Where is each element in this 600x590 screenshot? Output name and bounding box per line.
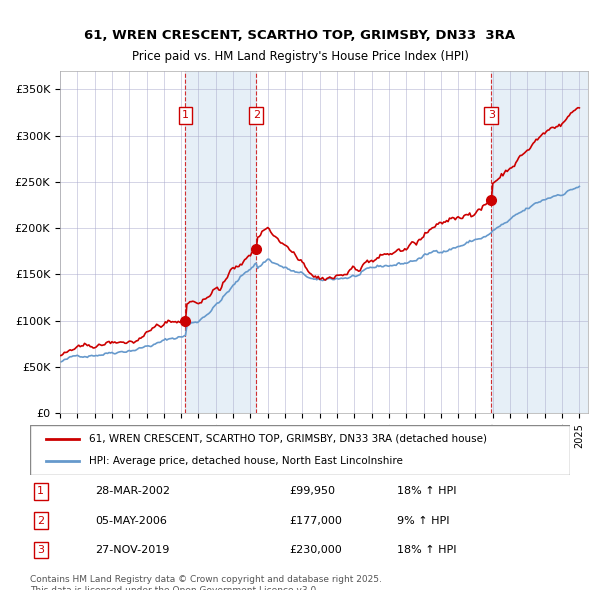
Text: £99,950: £99,950 <box>289 486 335 496</box>
Text: 1: 1 <box>182 110 189 120</box>
Text: 61, WREN CRESCENT, SCARTHO TOP, GRIMSBY, DN33 3RA (detached house): 61, WREN CRESCENT, SCARTHO TOP, GRIMSBY,… <box>89 434 487 444</box>
Text: 05-MAY-2006: 05-MAY-2006 <box>95 516 167 526</box>
Text: 1: 1 <box>37 486 44 496</box>
Text: 28-MAR-2002: 28-MAR-2002 <box>95 486 170 496</box>
FancyBboxPatch shape <box>30 425 570 475</box>
Text: £177,000: £177,000 <box>289 516 342 526</box>
Text: £230,000: £230,000 <box>289 545 342 555</box>
Text: HPI: Average price, detached house, North East Lincolnshire: HPI: Average price, detached house, Nort… <box>89 456 403 466</box>
Text: Price paid vs. HM Land Registry's House Price Index (HPI): Price paid vs. HM Land Registry's House … <box>131 50 469 63</box>
Text: 3: 3 <box>37 545 44 555</box>
Bar <box>491 71 588 413</box>
Text: Contains HM Land Registry data © Crown copyright and database right 2025.
This d: Contains HM Land Registry data © Crown c… <box>30 575 382 590</box>
Text: 9% ↑ HPI: 9% ↑ HPI <box>397 516 450 526</box>
Text: 18% ↑ HPI: 18% ↑ HPI <box>397 486 457 496</box>
Text: 27-NOV-2019: 27-NOV-2019 <box>95 545 169 555</box>
Text: 2: 2 <box>37 516 44 526</box>
Text: 3: 3 <box>488 110 495 120</box>
Bar <box>185 71 256 413</box>
Text: 18% ↑ HPI: 18% ↑ HPI <box>397 545 457 555</box>
Text: 61, WREN CRESCENT, SCARTHO TOP, GRIMSBY, DN33  3RA: 61, WREN CRESCENT, SCARTHO TOP, GRIMSBY,… <box>85 29 515 42</box>
Text: 2: 2 <box>253 110 260 120</box>
